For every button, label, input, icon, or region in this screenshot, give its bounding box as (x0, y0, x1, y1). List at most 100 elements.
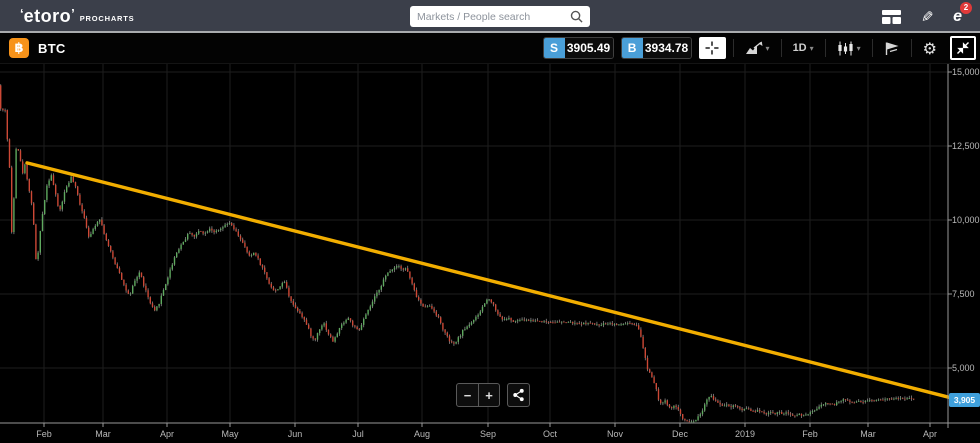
candle-body (743, 408, 745, 411)
layout-icon[interactable] (881, 9, 901, 24)
x-axis-label: Nov (606, 429, 624, 439)
candle-body (74, 182, 77, 187)
candle-body (299, 310, 301, 314)
candle-body (420, 299, 422, 304)
candle-body (715, 399, 717, 401)
candle-body (264, 267, 266, 273)
interval-label: 1D (792, 42, 807, 54)
candle-body (316, 333, 319, 340)
toolbar-separator (910, 39, 912, 57)
price-chart[interactable] (0, 64, 980, 443)
candle-body (767, 412, 770, 415)
candle-body (422, 303, 424, 307)
gear-icon: ⚙ (922, 38, 937, 58)
candle-body (59, 205, 61, 210)
candle-body (140, 272, 143, 278)
chart-type-button[interactable]: ▾ (741, 37, 774, 59)
grid-lines (0, 64, 948, 423)
search-input[interactable] (417, 10, 570, 23)
candle-body (611, 323, 613, 325)
candle-body (488, 299, 490, 301)
candle-body (633, 323, 635, 325)
candle-body (217, 230, 220, 231)
share-button[interactable] (507, 383, 530, 407)
candle-body (380, 285, 382, 290)
crosshair-tool-button[interactable] (698, 37, 726, 59)
candle-body (818, 406, 820, 409)
candle-body (895, 398, 897, 399)
interval-button[interactable]: 1D ▾ (789, 37, 818, 59)
candle-body (376, 292, 378, 297)
candle-body (169, 269, 171, 278)
y-axis-label: 15,000 (952, 67, 980, 77)
candle-body (464, 329, 466, 331)
candle-body (822, 404, 825, 406)
etoro-notifications-icon[interactable]: e 2 (953, 1, 972, 26)
candle-body (519, 320, 521, 321)
candle-body (721, 404, 723, 406)
candle-body (904, 398, 906, 400)
candle-body (778, 412, 781, 413)
candle-body (770, 412, 772, 414)
zoom-out-button[interactable]: − (463, 387, 472, 403)
candle-body (50, 175, 52, 181)
patterns-button[interactable] (880, 37, 904, 59)
etoro-logo[interactable]: ‘ etoro ’ PROCHARTS (20, 7, 134, 25)
zoom-in-button[interactable]: + (478, 384, 499, 406)
edit-pencil-icon[interactable]: ✎ (920, 8, 934, 26)
x-axis-label: Feb (36, 429, 52, 439)
candle-body (910, 397, 913, 399)
candle-body (613, 324, 616, 325)
candle-body (437, 315, 440, 318)
candle-body (816, 408, 818, 411)
candle-body (96, 221, 99, 226)
candle-body (382, 279, 385, 286)
candle-body (110, 246, 112, 252)
candle-body (393, 267, 396, 270)
sell-button[interactable]: S 3905.49 (542, 37, 614, 59)
candle-body (228, 223, 231, 225)
candle-body (490, 299, 492, 303)
candle-body (226, 224, 228, 225)
candle-body (499, 314, 501, 317)
candle-body (521, 319, 523, 321)
candle-body (741, 408, 743, 411)
candle-body (506, 319, 508, 320)
settings-button[interactable]: ⚙ (919, 37, 941, 59)
candle-body (426, 306, 429, 308)
buy-price: 3934.78 (642, 38, 691, 58)
candle-body (77, 186, 79, 195)
trendline[interactable] (25, 161, 954, 400)
candle-body (774, 412, 776, 415)
candle-body (411, 277, 413, 284)
candle-body (662, 402, 664, 404)
candle-body (765, 413, 767, 415)
candle-body (239, 235, 242, 240)
candle-body (136, 277, 138, 281)
candle-body (435, 311, 437, 316)
search-box[interactable] (410, 6, 590, 27)
candle-body (178, 249, 180, 253)
candle-body (640, 329, 642, 337)
candle-body (303, 317, 305, 320)
collapse-chart-button[interactable] (950, 36, 976, 60)
candle-body (884, 399, 886, 401)
candle-body (759, 410, 761, 412)
candle-style-button[interactable]: ▾ (833, 37, 865, 59)
candle-body (618, 324, 620, 326)
candle-body (596, 324, 598, 326)
buy-button[interactable]: B 3934.78 (620, 37, 692, 59)
candle-body (893, 398, 895, 400)
y-axis-label: 12,500 (952, 141, 980, 151)
candle-body (314, 338, 316, 340)
pattern-flag-icon (885, 42, 899, 55)
candle-body (354, 325, 356, 327)
toolbar-separator (871, 39, 873, 57)
candle-body (869, 399, 871, 401)
candle-body (92, 229, 94, 234)
candle-body (94, 225, 96, 230)
candle-body (319, 329, 321, 334)
candle-body (63, 192, 66, 202)
candle-body (517, 320, 519, 322)
x-axis-label: Feb (802, 429, 818, 439)
